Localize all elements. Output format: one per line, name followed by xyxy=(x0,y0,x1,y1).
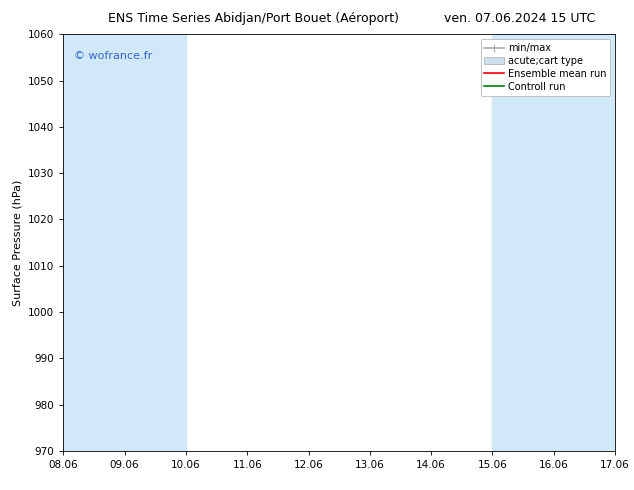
Y-axis label: Surface Pressure (hPa): Surface Pressure (hPa) xyxy=(13,179,23,306)
Text: ven. 07.06.2024 15 UTC: ven. 07.06.2024 15 UTC xyxy=(444,12,595,25)
Legend: min/max, acute;cart type, Ensemble mean run, Controll run: min/max, acute;cart type, Ensemble mean … xyxy=(481,39,610,96)
Text: ENS Time Series Abidjan/Port Bouet (Aéroport): ENS Time Series Abidjan/Port Bouet (Aéro… xyxy=(108,12,399,25)
Text: © wofrance.fr: © wofrance.fr xyxy=(74,51,153,61)
Bar xyxy=(125,34,186,451)
Bar xyxy=(493,34,553,451)
Bar xyxy=(553,34,615,451)
Bar xyxy=(63,34,125,451)
